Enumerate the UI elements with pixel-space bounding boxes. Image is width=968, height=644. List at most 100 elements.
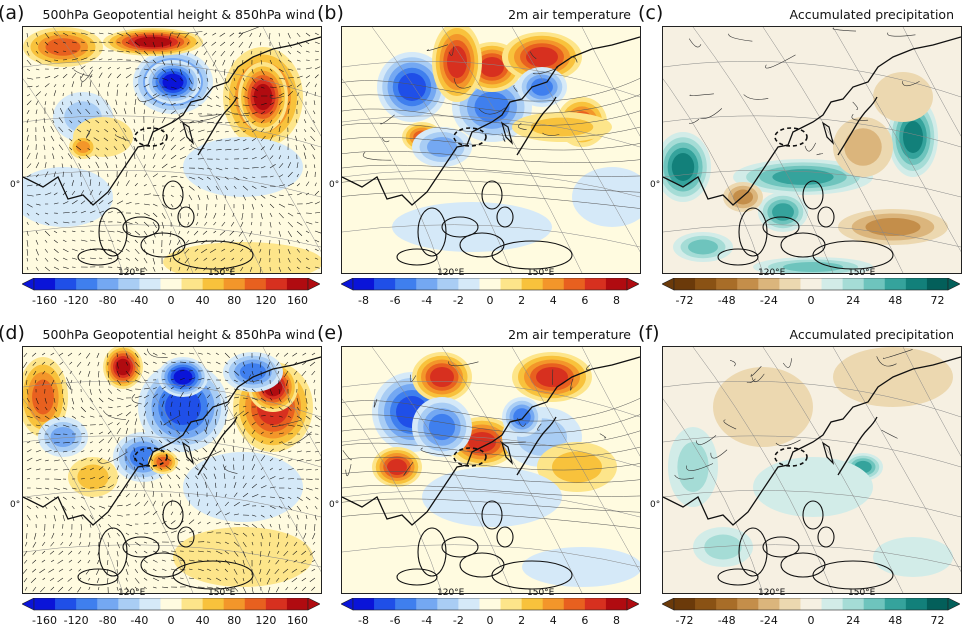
coastlines [23, 27, 321, 270]
panel-title: 500hPa Geopotential height & 850hPa wind [42, 327, 315, 342]
colorbar-segment [542, 278, 565, 290]
colorbar-segment [416, 598, 438, 610]
colorbar-segment [34, 278, 56, 290]
study-region-outline [774, 447, 808, 467]
wind-vectors [23, 352, 321, 593]
panel-title: Accumulated precipitation [789, 327, 954, 342]
colorbar-tick-label: 40 [195, 294, 210, 307]
colorbar-segment [139, 598, 161, 610]
anomaly-blob [688, 239, 718, 255]
colorbar-segment [926, 278, 949, 290]
colorbar-segment [926, 598, 949, 610]
colorbar-segment [716, 278, 738, 290]
colorbar-segment [160, 598, 182, 610]
anomaly-blob [387, 459, 407, 475]
colorbar-segment [695, 598, 717, 610]
longitude-label: 150°E [848, 268, 876, 278]
colorbar-tick-label: 0 [807, 614, 815, 627]
study-region-outline [134, 127, 168, 147]
graticule [342, 27, 640, 273]
colorbar: -72 -48 -24 0 24 48 72 [662, 278, 960, 322]
coastlines [663, 27, 961, 270]
longitude-label: 150°E [208, 588, 236, 598]
colorbar-segment [97, 278, 119, 290]
colorbar-segment [118, 598, 140, 610]
colorbar-segment [160, 278, 182, 290]
colorbar-segment [244, 598, 267, 610]
anomaly-blob [163, 242, 321, 273]
colorbar-segment [584, 278, 607, 290]
colorbar-segment [97, 598, 119, 610]
panel-label: (c) [638, 2, 664, 24]
study-region-outline [134, 447, 168, 467]
panel-label: (d) [0, 322, 25, 344]
colorbar-segment [437, 278, 459, 290]
colorbar: -160 -120 -80 -40 0 40 80 120 160 [22, 278, 320, 322]
colorbar-segment [286, 598, 309, 610]
colorbar-segment [479, 598, 501, 610]
colorbar-segment [181, 598, 204, 610]
longitude-label: 120°E [437, 588, 465, 598]
colorbar-tick-label: 4 [549, 294, 557, 307]
colorbar-tick-label: 40 [195, 614, 210, 627]
colorbar-tick-label: -120 [63, 294, 89, 307]
anomaly-blob [873, 72, 933, 122]
colorbar-segment [542, 598, 565, 610]
colorbar-tick-label: -4 [421, 614, 433, 627]
colorbar-segment [76, 598, 98, 610]
colorbar-tick-label: 48 [888, 294, 903, 307]
colorbar-segment [34, 598, 56, 610]
colorbar-segment [458, 598, 480, 610]
panel-label: (e) [317, 322, 344, 344]
panel-title: 2m air temperature [508, 7, 631, 22]
colorbar-tick-label: -6 [389, 294, 401, 307]
colorbar-segment [605, 278, 628, 290]
anomaly-blob [162, 73, 184, 91]
colorbar-segment [202, 278, 225, 290]
colorbar-tick-label: 2 [518, 294, 526, 307]
colorbar-segment [716, 598, 738, 610]
colorbar-tick-label: -2 [452, 614, 464, 627]
colorbar-tick-label: 160 [286, 614, 308, 627]
anomaly-blob [572, 167, 640, 227]
anomaly-blob [32, 379, 54, 415]
colorbar-segment [884, 598, 907, 610]
graticule [23, 347, 321, 593]
map-field [22, 346, 322, 594]
colorbar-segment [55, 278, 77, 290]
anomaly-blob [783, 262, 843, 272]
colorbar-tick-label: -72 [675, 614, 694, 627]
anomaly-blob [165, 389, 201, 425]
colorbar-segment [265, 598, 288, 610]
longitude-label: 150°E [848, 588, 876, 598]
wind-vectors [26, 32, 321, 273]
anomaly-blob [513, 408, 531, 426]
colorbar-segment [905, 278, 928, 290]
colorbar-tick-label: -6 [389, 614, 401, 627]
map-field [341, 26, 641, 274]
study-region-outline [453, 127, 487, 147]
colorbar-segment [695, 278, 717, 290]
coastlines [342, 36, 640, 270]
anomaly-blob [772, 203, 794, 221]
colorbar-segment [821, 278, 844, 290]
colorbar-segment [842, 278, 865, 290]
colorbar-max-arrow [947, 598, 960, 611]
colorbar-tick-label: -120 [63, 614, 89, 627]
colorbar-segment [181, 278, 204, 290]
colorbar-segment [800, 278, 822, 290]
colorbar-tick-label: 8 [612, 294, 620, 307]
colorbar-tick-label: 6 [581, 614, 589, 627]
anomaly-blob [522, 547, 640, 587]
colorbar-segment [118, 278, 140, 290]
anomaly-blob [422, 467, 562, 527]
colorbar-tick-label: -24 [759, 294, 778, 307]
anomaly-blob [536, 367, 568, 387]
latitude-label: 0° [329, 500, 340, 510]
colorbar-segment [139, 278, 161, 290]
colorbar-tick-label: -48 [717, 294, 736, 307]
longitude-label: 120°E [118, 268, 146, 278]
colorbar-segment [674, 278, 696, 290]
colorbar-segment [458, 278, 480, 290]
map-field [341, 346, 641, 594]
